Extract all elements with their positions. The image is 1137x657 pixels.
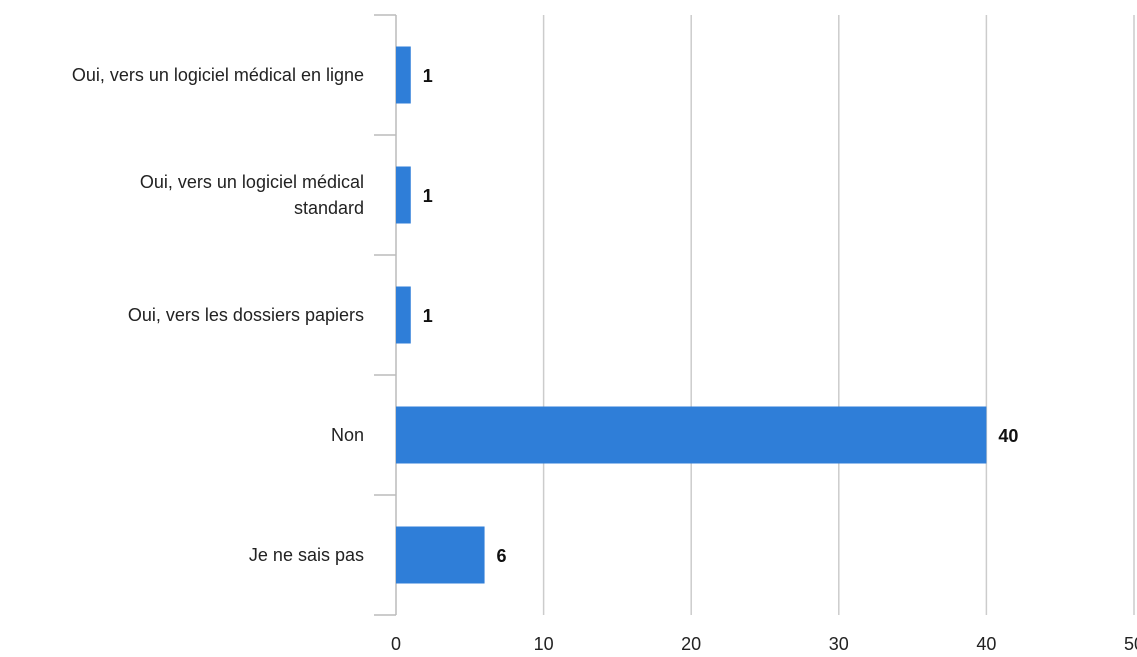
category-label: Je ne sais pas	[249, 545, 364, 565]
axes	[374, 14, 397, 616]
bar-value-label: 1	[423, 186, 433, 206]
bar	[396, 406, 987, 464]
bar-value-label: 40	[998, 426, 1018, 446]
category-label: Oui, vers un logiciel médical en ligne	[72, 65, 364, 85]
x-tick-label: 20	[681, 634, 701, 654]
bar	[396, 526, 485, 584]
bar	[396, 166, 411, 224]
bar	[396, 46, 411, 104]
bars	[396, 46, 987, 584]
bar-value-label: 1	[423, 66, 433, 86]
category-label: Oui, vers les dossiers papiers	[128, 305, 364, 325]
category-label: Non	[331, 425, 364, 445]
category-labels: Oui, vers un logiciel médical en ligne Ou…	[72, 65, 364, 565]
x-tick-label: 30	[829, 634, 849, 654]
x-tick-labels: 0 10 20 30 40 50	[391, 634, 1137, 654]
category-label: Oui, vers un logiciel médical standard	[140, 172, 364, 218]
x-tick-label: 10	[534, 634, 554, 654]
bar-value-label: 6	[497, 546, 507, 566]
data-labels: 1 1 1 40 6	[423, 66, 1019, 566]
bar	[396, 286, 411, 344]
bar-value-label: 1	[423, 306, 433, 326]
x-tick-label: 0	[391, 634, 401, 654]
grid-lines	[542, 15, 1135, 615]
x-tick-label: 50	[1124, 634, 1137, 654]
x-tick-label: 40	[976, 634, 996, 654]
